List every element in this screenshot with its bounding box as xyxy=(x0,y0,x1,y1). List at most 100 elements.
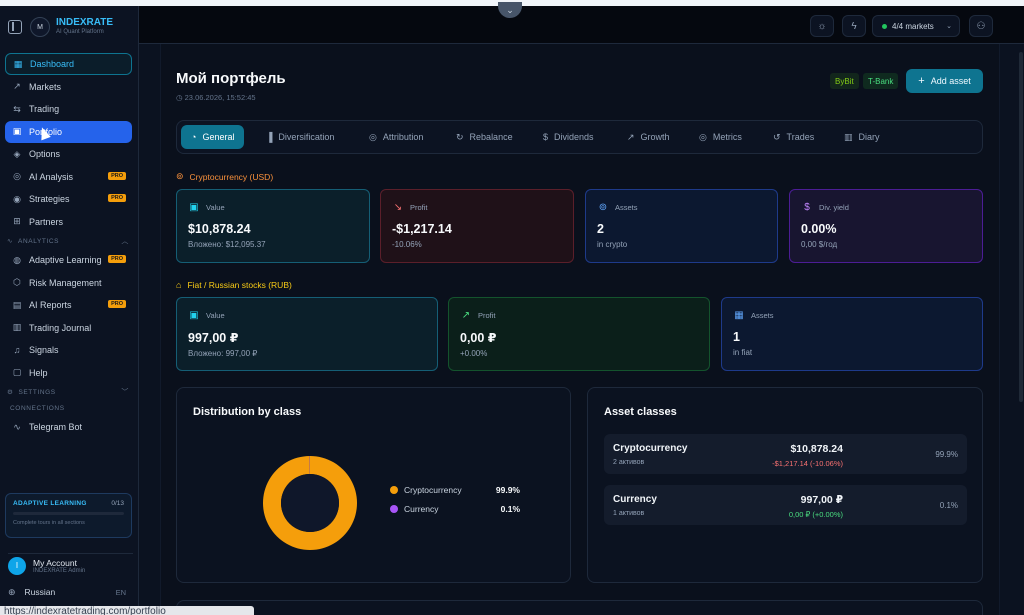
donut-slice-cryptocurrency[interactable] xyxy=(263,456,357,550)
tab-label: Metrics xyxy=(712,132,742,142)
class-name: Currency xyxy=(613,494,657,505)
top-header: ☼ ϟ 4/4 markets ⌄ ⚇ xyxy=(139,6,1024,44)
sidebar-item-label: Markets xyxy=(29,81,62,92)
target-icon: ◎ xyxy=(369,131,377,142)
exchange-badge-bybit: ByBit xyxy=(830,73,859,89)
sidebar-item-markets[interactable]: ↗ Markets xyxy=(5,76,132,98)
add-asset-label: Add asset xyxy=(930,76,971,86)
tab-label: Rebalance xyxy=(469,132,513,142)
asset-class-row-cryptocurrency[interactable]: Cryptocurrency 2 активов $10,878.24 -$1,… xyxy=(604,434,967,474)
dollar-icon: $ xyxy=(804,201,810,213)
learning-title: ADAPTIVE LEARNING xyxy=(13,500,87,507)
sidebar-item-label: Dashboard xyxy=(30,59,75,69)
theme-toggle-button[interactable]: ☼ xyxy=(810,15,834,37)
crypto-assets-card: ⊚ Assets 2 in crypto xyxy=(585,189,778,263)
brain-icon: ◎ xyxy=(13,171,21,181)
language-switcher[interactable]: ⊕ Russian EN xyxy=(8,586,126,598)
tab-metrics[interactable]: ◎ Metrics xyxy=(699,125,742,149)
user-menu-button[interactable]: ⚇ xyxy=(969,15,993,37)
pro-badge: PRO xyxy=(108,194,126,202)
legend-pct: 0.1% xyxy=(500,504,520,514)
target-icon: ◎ xyxy=(699,131,707,142)
avatar: I xyxy=(8,556,26,575)
crypto-profit-card: ↘ Profit -$1,217.14 -10.06% xyxy=(380,189,574,263)
briefcase-icon: ▣ xyxy=(12,126,22,136)
tab-dividends[interactable]: $ Dividends xyxy=(543,125,594,149)
adaptive-learning-widget[interactable]: ADAPTIVE LEARNING 0/13 Complete tours in… xyxy=(5,493,132,538)
class-count: 2 активов xyxy=(613,459,645,466)
status-dot xyxy=(882,23,887,29)
sidebar-item-portfolio[interactable]: ▣ Portfolio xyxy=(5,120,132,143)
tab-label: Attribution xyxy=(382,132,424,142)
sidebar-item-options[interactable]: ◈ Options xyxy=(5,143,132,165)
pulse-icon: ∿ xyxy=(13,421,21,432)
sidebar-item-partners[interactable]: ⊞ Partners xyxy=(5,211,132,233)
sidebar-item-strategies[interactable]: ◉ Strategies PRO xyxy=(5,188,132,210)
user-icon: ⚇ xyxy=(976,20,986,32)
tab-attribution[interactable]: ◎ Attribution xyxy=(369,125,423,149)
fiat-profit-card: ↗ Profit 0,00 ₽ +0.00% xyxy=(448,297,710,371)
tab-general[interactable]: ◔ General xyxy=(181,125,245,149)
coins-icon: ⊚ xyxy=(176,171,184,181)
sidebar-item-label: Options xyxy=(29,149,61,159)
quick-actions-button[interactable]: ϟ xyxy=(842,15,866,37)
sidebar-item-label: Partners xyxy=(29,216,64,227)
add-asset-button[interactable]: + Add asset xyxy=(906,69,983,93)
sidebar-item-ai-reports[interactable]: ▤ AI Reports PRO xyxy=(5,294,132,316)
markets-status-dropdown[interactable]: 4/4 markets ⌄ xyxy=(872,15,960,37)
class-change: 0,00 ₽ (+0.00%) xyxy=(788,510,843,519)
collapse-toggle-button[interactable]: ⌄ xyxy=(498,2,522,18)
sun-icon: ☼ xyxy=(817,20,827,32)
brand-subtitle: AI Quant Platform xyxy=(56,29,104,35)
gift-icon: ⊞ xyxy=(13,216,21,226)
shield-icon: ⬡ xyxy=(13,277,21,287)
sidebar-item-risk-management[interactable]: ⬡ Risk Management xyxy=(5,272,132,294)
account-row[interactable]: I My Account INDEXRATE Admin xyxy=(8,553,133,575)
sidebar-item-label: Strategies xyxy=(29,194,70,204)
refresh-icon: ↻ xyxy=(456,131,464,142)
graduation-icon: ◍ xyxy=(13,254,21,265)
sidebar-item-label: AI Reports xyxy=(29,300,72,310)
sidebar-item-trading-journal[interactable]: ▥ Trading Journal xyxy=(5,317,132,339)
globe-icon: ⊕ xyxy=(8,586,16,597)
file-icon: ▤ xyxy=(12,299,22,310)
card-value: $10,878.24 xyxy=(188,222,251,236)
sidebar-item-trading[interactable]: ⇆ Trading xyxy=(5,98,132,120)
sidebar-item-telegram-bot[interactable]: ∿ Telegram Bot xyxy=(5,416,132,438)
sidebar: M INDEXRATE AI Quant Platform ▦ Dashboar… xyxy=(0,6,139,615)
trend-up-icon: ↗ xyxy=(627,131,635,142)
gear-icon: ⚙ xyxy=(7,389,14,396)
asset-class-row-currency[interactable]: Currency 1 активов 997,00 ₽ 0,00 ₽ (+0.0… xyxy=(604,485,967,525)
tab-label: Dividends xyxy=(554,132,594,142)
fiat-assets-card: ▦ Assets 1 in fiat xyxy=(721,297,983,371)
class-value: $10,878.24 xyxy=(790,443,843,455)
settings-section-header[interactable]: ⚙ SETTINGS ﹀ xyxy=(5,384,132,400)
tab-growth[interactable]: ↗ Growth xyxy=(627,125,670,149)
portfolio-tabs: ◔ General ▐ Diversification ◎ Attribution ↻… xyxy=(176,120,983,154)
legend-item-cryptocurrency: Cryptocurrency 99.9% xyxy=(390,485,520,495)
pulse-icon: ∿ xyxy=(7,238,14,245)
tab-trades[interactable]: ↺ Trades xyxy=(773,125,814,149)
sidebar-item-dashboard[interactable]: ▦ Dashboard xyxy=(5,53,132,75)
section-title: Cryptocurrency (USD) xyxy=(189,171,274,182)
legend-dot xyxy=(390,486,398,494)
class-change: -$1,217.14 (-10.06%) xyxy=(772,459,843,468)
tab-rebalance[interactable]: ↻ Rebalance xyxy=(456,125,513,149)
scrollbar-thumb[interactable] xyxy=(1019,52,1023,402)
tab-diary[interactable]: ▥ Diary xyxy=(844,125,880,149)
analytics-section-header[interactable]: ∿ ANALYTICS ︿ xyxy=(5,233,132,249)
tab-diversification[interactable]: ▐ Diversification xyxy=(266,125,334,149)
panel-toggle-icon[interactable] xyxy=(8,20,22,34)
sidebar-item-signals[interactable]: ♫ Signals xyxy=(5,339,132,361)
sidebar-item-adaptive-learning[interactable]: ◍ Adaptive Learning PRO xyxy=(5,249,132,271)
page-title: Мой портфель xyxy=(176,70,286,87)
card-value: 0,00 ₽ xyxy=(460,331,497,345)
sidebar-item-ai-analysis[interactable]: ◎ AI Analysis PRO xyxy=(5,166,132,188)
account-name: My Account xyxy=(33,557,77,568)
tab-label: Growth xyxy=(640,132,670,142)
wallet-icon: ▣ xyxy=(189,201,199,213)
class-pct: 99.9% xyxy=(935,450,958,459)
class-pct: 0.1% xyxy=(939,501,958,510)
sidebar-item-help[interactable]: ▢ Help xyxy=(5,362,132,384)
card-label: Assets xyxy=(615,202,638,212)
